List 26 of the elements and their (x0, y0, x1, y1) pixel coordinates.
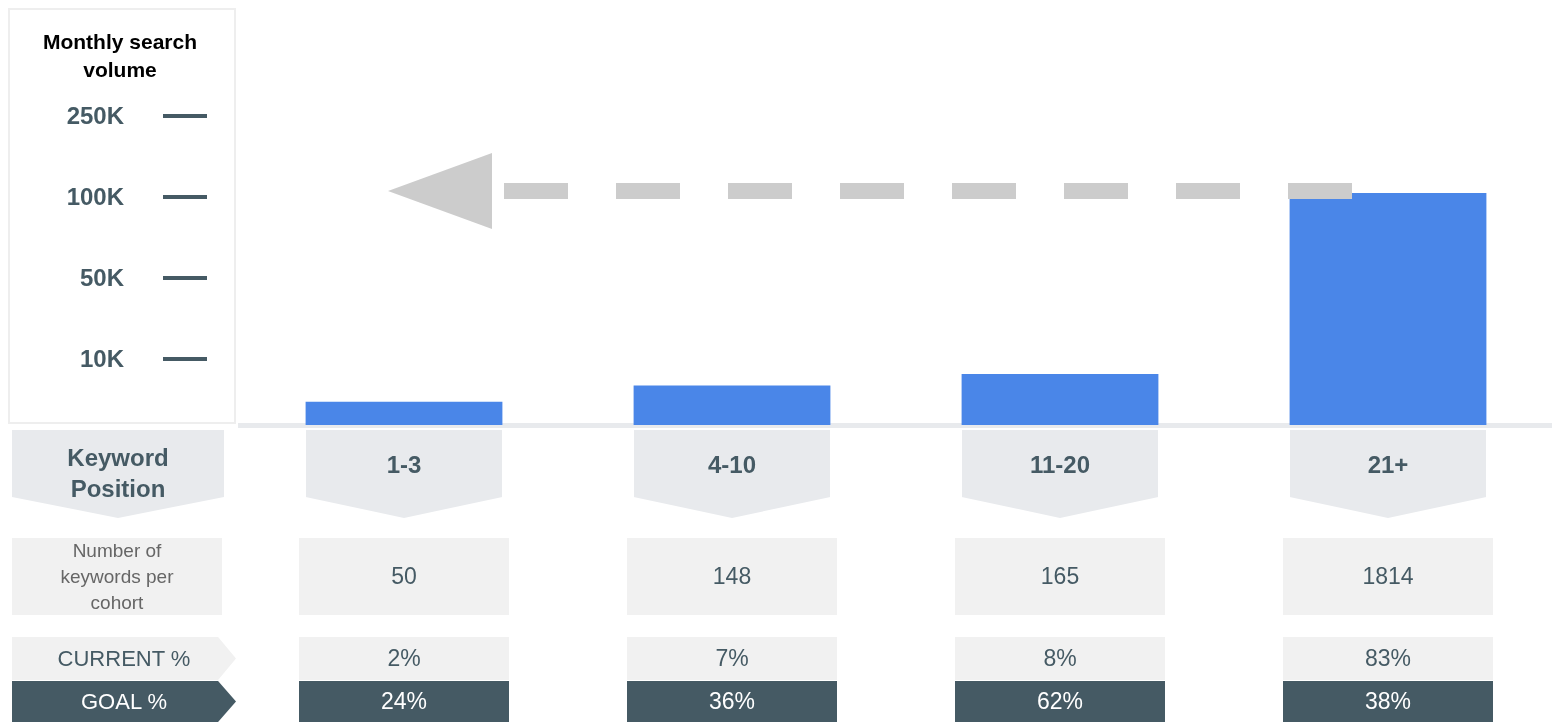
bar (1289, 193, 1487, 425)
data-label: 50 (299, 538, 509, 615)
x-tick-label: 1-3 (305, 430, 503, 518)
x-axis-title: Keyword Position (12, 430, 224, 518)
data-label: 83% (1283, 637, 1493, 680)
data-label: 1814 (1283, 538, 1493, 615)
data-label: 7% (627, 637, 837, 680)
bar (633, 385, 831, 425)
data-label: 38% (1283, 681, 1493, 722)
text: 10K (78, 344, 124, 374)
x-tick-label: 4-10 (633, 430, 831, 518)
x-tick-label: 11-20 (961, 430, 1159, 518)
x-tick-label: 21+ (1289, 430, 1487, 518)
data-label: 62% (955, 681, 1165, 722)
data-label: 165 (955, 538, 1165, 615)
data-label: 24% (299, 681, 509, 722)
bar (305, 401, 503, 425)
text: 250K (65, 101, 124, 131)
data-label: 2% (299, 637, 509, 680)
bar (961, 373, 1159, 425)
data-label: 8% (955, 637, 1165, 680)
y-axis-title: Monthly search volume (41, 29, 198, 83)
data-label: 36% (627, 681, 837, 722)
text: 100K (65, 182, 124, 212)
data-label: 148 (627, 538, 837, 615)
text: 50K (78, 263, 124, 293)
